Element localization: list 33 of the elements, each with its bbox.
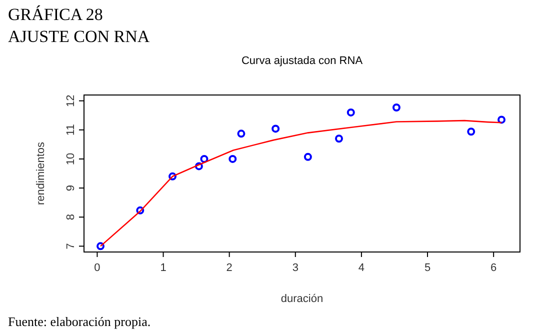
y-tick-label: 11	[65, 124, 77, 136]
point	[346, 108, 355, 116]
point	[228, 154, 237, 163]
x-tick-label: 3	[292, 262, 298, 274]
point	[96, 242, 105, 250]
y-tick-label: 12	[65, 94, 77, 107]
y-tick-label: 8	[65, 214, 77, 220]
chart-title: Curva ajustada con RNA	[241, 55, 364, 67]
point	[392, 104, 400, 112]
point	[272, 124, 280, 133]
x-tick-label: 4	[358, 262, 365, 274]
text: AJUSTE CON RNA	[8, 27, 150, 46]
x-tick-label: 1	[160, 262, 166, 274]
text: GRÁFICA 28	[8, 5, 103, 24]
point	[498, 116, 506, 124]
x-tick-label: 6	[490, 262, 497, 274]
point	[334, 134, 343, 143]
x-tick-label: 5	[424, 262, 431, 274]
source-note: Fuente: elaboración propia.	[8, 314, 151, 329]
y-axis-title: rendimientos	[35, 142, 47, 205]
y-tick-label: 9	[65, 184, 77, 192]
x-tick-label: 0	[94, 262, 100, 274]
y-tick-label: 10	[65, 152, 77, 166]
y-tick-label: 7	[65, 243, 77, 250]
point	[200, 154, 208, 163]
x-tick-label: 2	[226, 262, 232, 274]
x-axis-title: duración	[280, 293, 324, 305]
point	[136, 206, 144, 214]
point	[237, 130, 246, 138]
point	[194, 162, 203, 170]
point	[168, 172, 177, 180]
point	[304, 152, 312, 161]
point	[467, 128, 476, 136]
